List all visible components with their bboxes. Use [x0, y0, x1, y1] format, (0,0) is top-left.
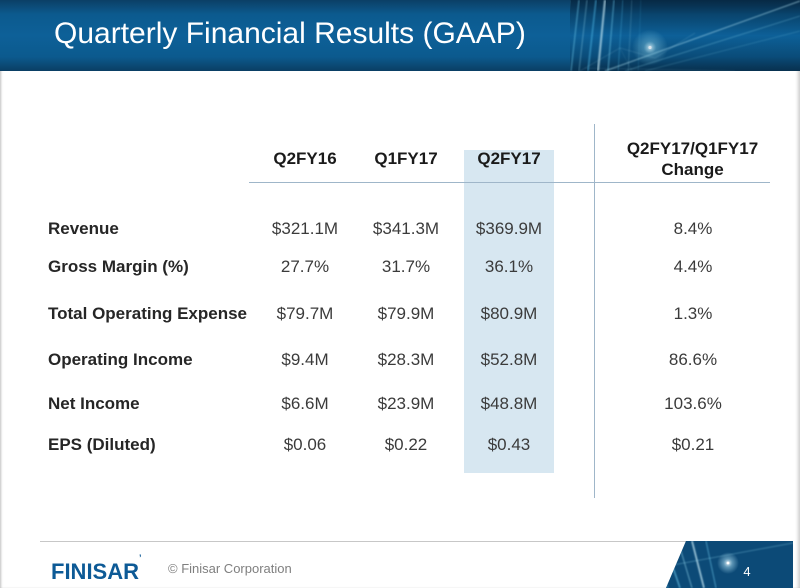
svg-text:4: 4 — [743, 564, 750, 579]
